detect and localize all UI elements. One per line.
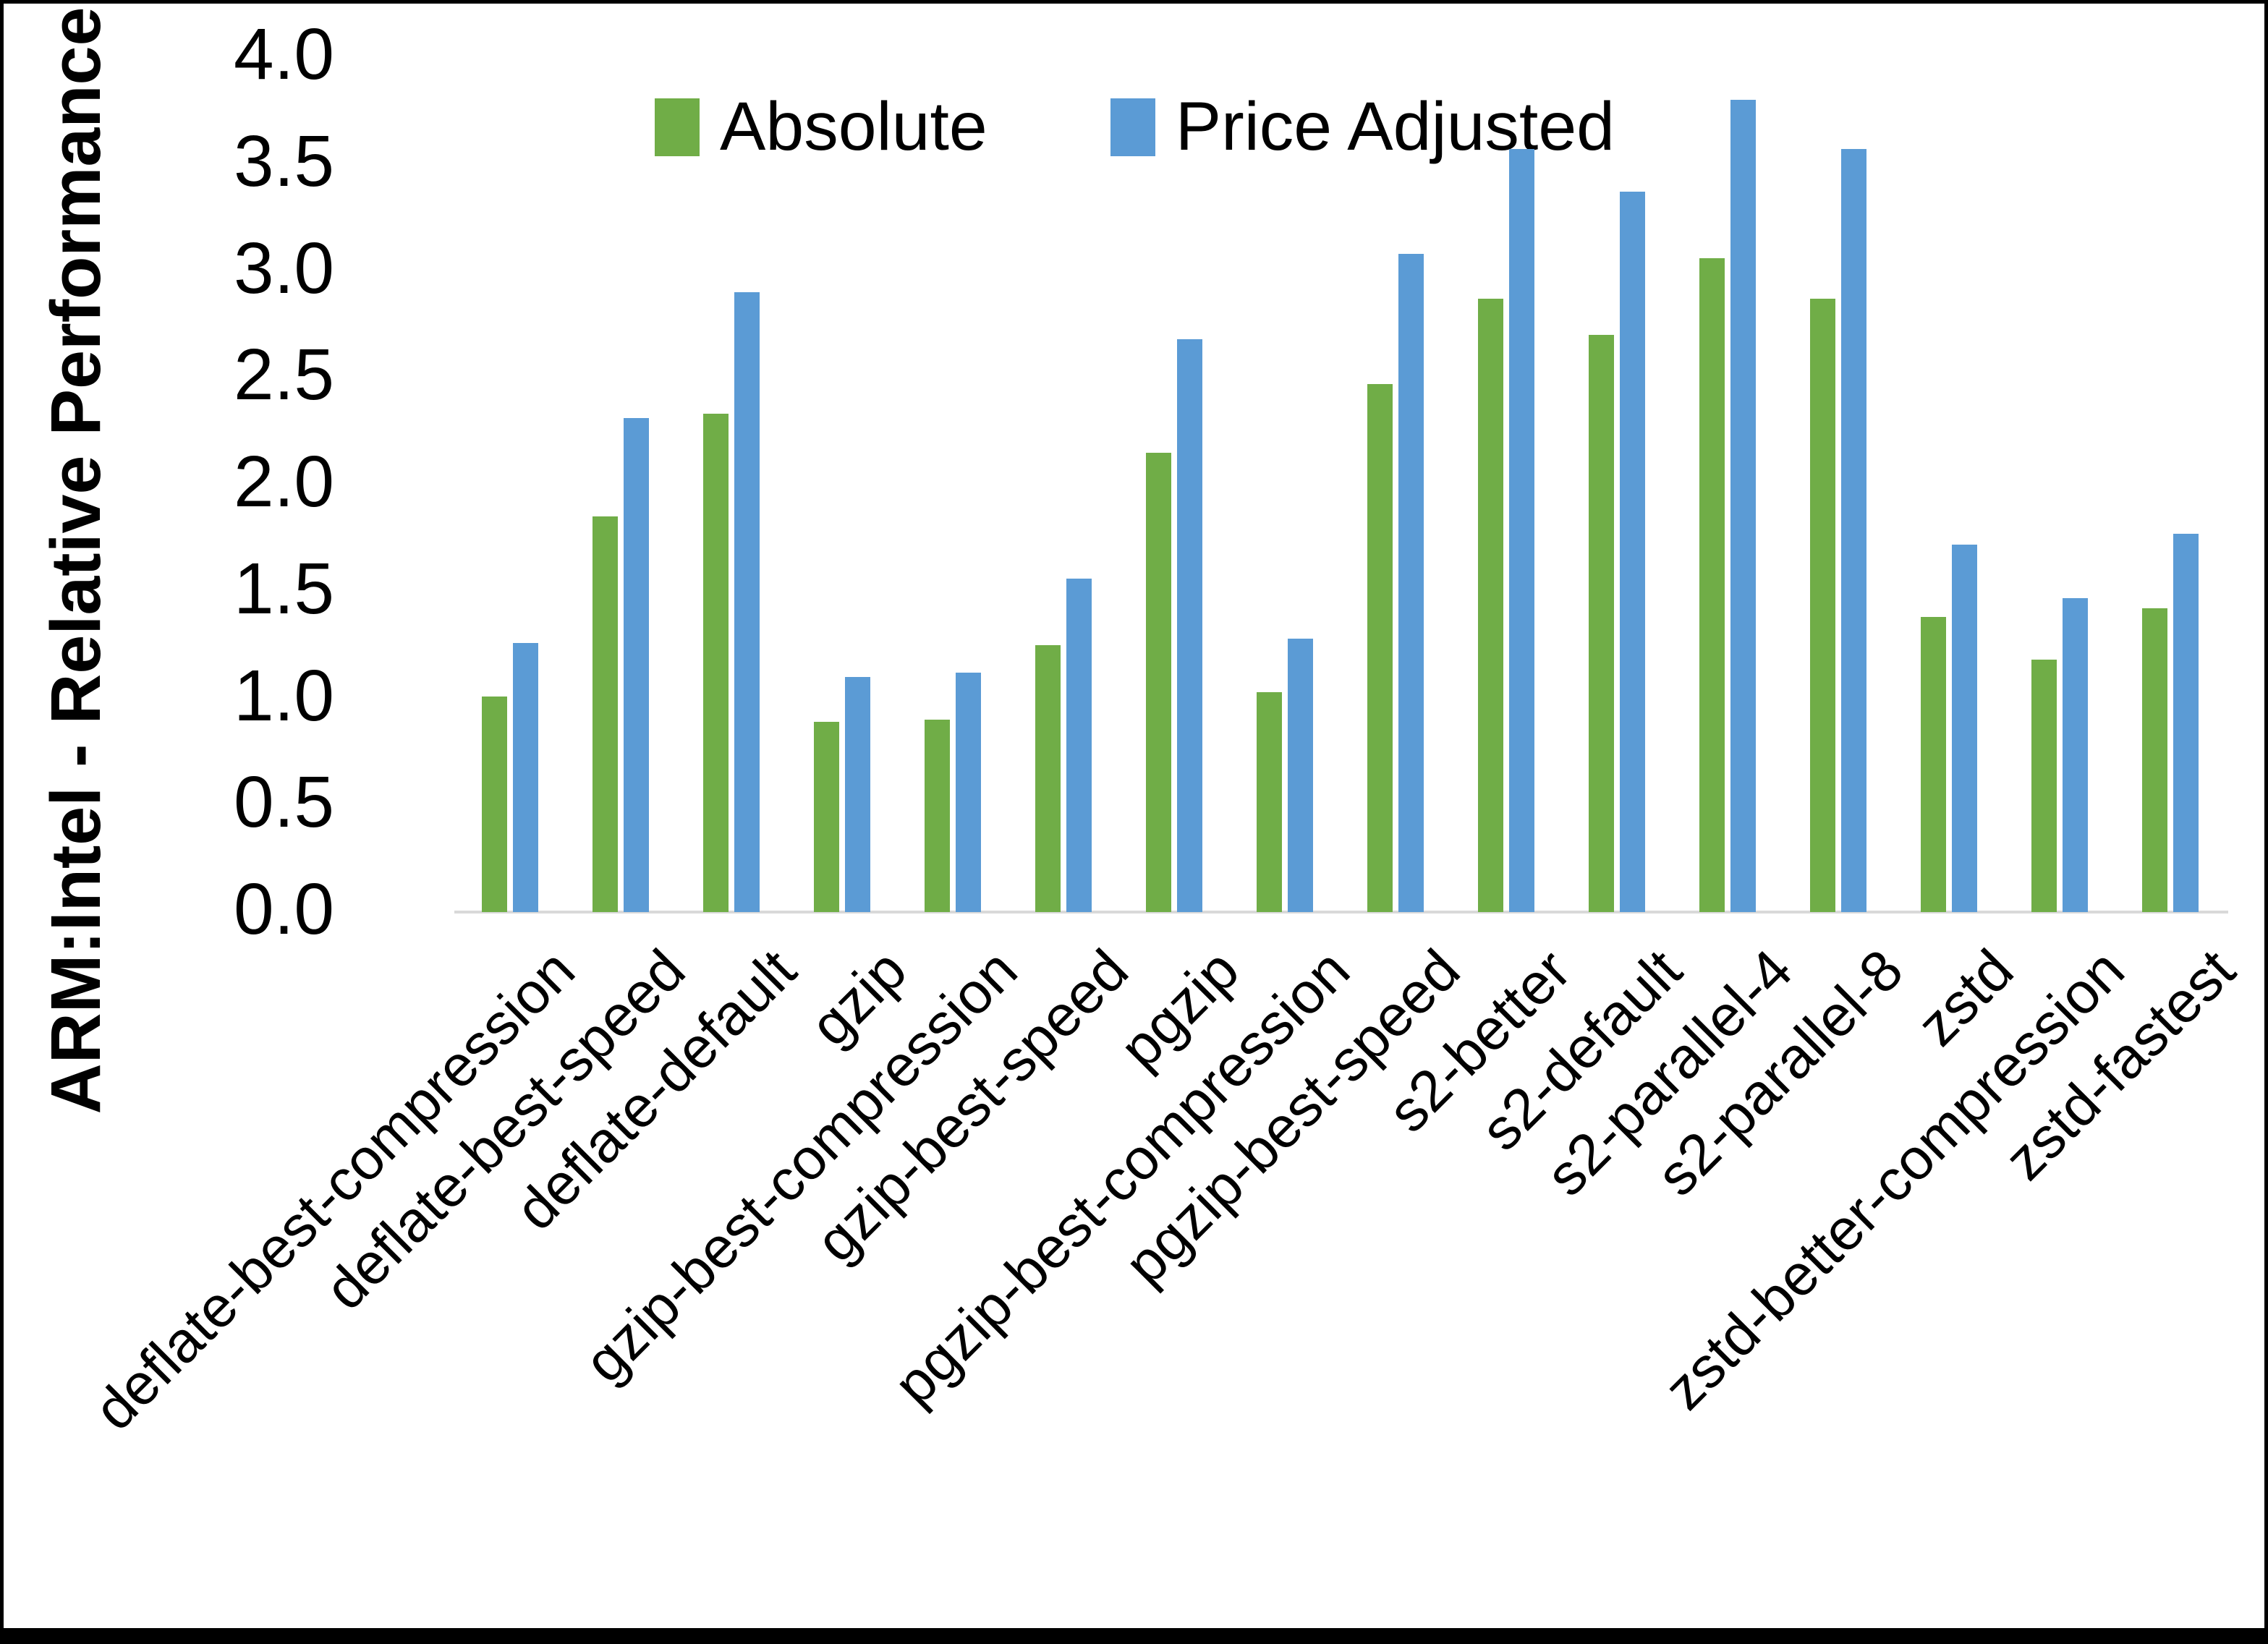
y-axis-tick-label: 1.0 — [233, 655, 334, 736]
legend-swatch-price-adjusted-icon — [1110, 98, 1155, 156]
y-axis-tick-label: 0.5 — [233, 762, 334, 843]
y-axis-tick-label: 2.0 — [233, 441, 334, 522]
bar-absolute-gzip — [814, 722, 839, 912]
legend-swatch-absolute-icon — [655, 98, 700, 156]
bar-price-adjusted-pgzip-best-speed — [1398, 253, 1424, 912]
bar-absolute-pgzip — [1146, 452, 1171, 912]
bar-price-adjusted-zstd-fastest — [2173, 533, 2199, 912]
bar-price-adjusted-gzip-best-compression — [956, 673, 981, 912]
bar-absolute-deflate-best-compression — [482, 696, 507, 912]
bar-price-adjusted-pgzip-best-compression — [1288, 638, 1313, 912]
bar-absolute-zstd-better-compression — [2031, 660, 2057, 912]
y-axis-tick-label: 4.0 — [233, 14, 334, 95]
bar-absolute-s2-default — [1589, 335, 1614, 912]
bar-absolute-gzip-best-speed — [1035, 644, 1061, 912]
bar-absolute-s2-parallel-8 — [1810, 298, 1835, 912]
bar-price-adjusted-zstd — [1952, 544, 1977, 912]
bar-price-adjusted-deflate-best-compression — [513, 642, 538, 912]
bar-absolute-zstd-fastest — [2142, 608, 2167, 912]
bar-price-adjusted-gzip — [845, 676, 870, 912]
bar-absolute-pgzip-best-speed — [1367, 384, 1393, 912]
legend-label-absolute: Absolute — [720, 88, 988, 165]
bar-price-adjusted-deflate-default — [734, 292, 760, 912]
bar-price-adjusted-zstd-better-compression — [2063, 597, 2088, 912]
y-axis-tick-label: 1.5 — [233, 548, 334, 629]
bar-price-adjusted-gzip-best-speed — [1066, 579, 1092, 912]
y-axis-tick-label: 3.5 — [233, 120, 334, 202]
legend-item-price-adjusted: Price Adjusted — [1110, 93, 1615, 161]
bar-price-adjusted-pgzip — [1177, 339, 1202, 912]
bar-absolute-gzip-best-compression — [925, 720, 950, 912]
y-axis-tick-label: 3.0 — [233, 227, 334, 309]
bar-absolute-s2-better — [1478, 298, 1503, 912]
bar-absolute-zstd — [1921, 617, 1946, 912]
bar-absolute-deflate-default — [703, 414, 729, 912]
bar-price-adjusted-s2-default — [1620, 192, 1645, 912]
bar-price-adjusted-s2-better — [1509, 149, 1534, 912]
bar-absolute-pgzip-best-compression — [1257, 691, 1282, 912]
bar-price-adjusted-s2-parallel-4 — [1730, 100, 1756, 912]
legend-label-price-adjusted: Price Adjusted — [1175, 88, 1615, 165]
legend: Absolute Price Adjusted — [655, 93, 1615, 161]
y-axis-tick-label: 2.5 — [233, 334, 334, 416]
bar-price-adjusted-deflate-best-speed — [624, 418, 649, 912]
legend-item-absolute: Absolute — [655, 93, 988, 161]
y-axis-tick-label: 0.0 — [233, 869, 334, 950]
bar-absolute-deflate-best-speed — [593, 516, 618, 912]
bar-absolute-s2-parallel-4 — [1699, 257, 1725, 912]
x-axis-line — [454, 911, 2228, 913]
bar-price-adjusted-s2-parallel-8 — [1841, 149, 1866, 912]
